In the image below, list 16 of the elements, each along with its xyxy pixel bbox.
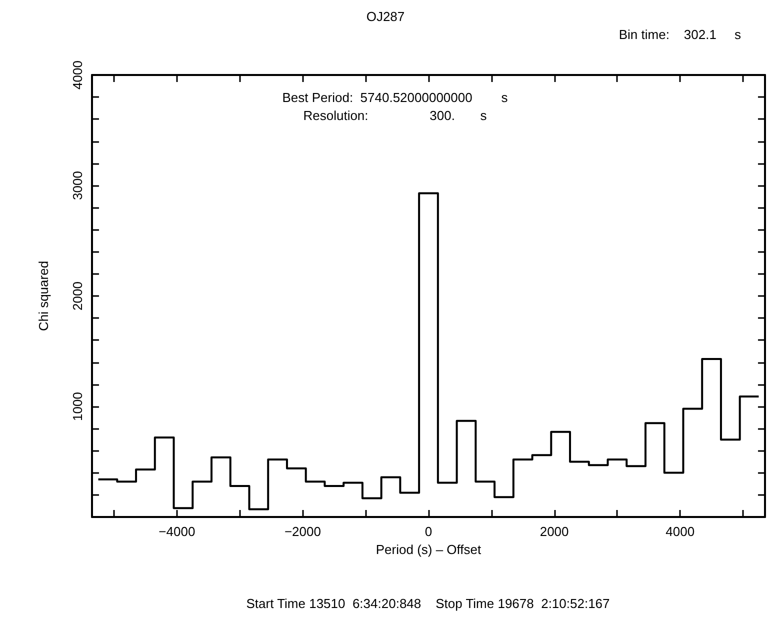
text: Start Time 13510 6:34:20:848 Stop Time 19678 2:10:52:167 [246,596,610,611]
y-tick-label: 2000 [70,282,85,310]
annotation: Resolution: 300. s [303,108,488,123]
x-axis-title: Period (s) – Offset [376,542,482,557]
x-tick-label: 2000 [540,524,569,539]
x-tick-label: −4000 [158,524,196,539]
chart-title: OJ287 [366,9,405,24]
x-tick-label: 4000 [666,524,695,539]
y-axis-title: Chi squared [36,260,51,332]
x-tick-label: −2000 [284,524,321,539]
text: Bin time: 302.1 s [618,27,742,42]
annotation: Best Period: 5740.52000000000 s [282,90,508,105]
x-tick-label: 0 [424,524,432,539]
y-tick-label: 1000 [70,392,85,421]
y-tick-label: 3000 [70,171,85,200]
y-tick-label: 4000 [70,60,85,90]
